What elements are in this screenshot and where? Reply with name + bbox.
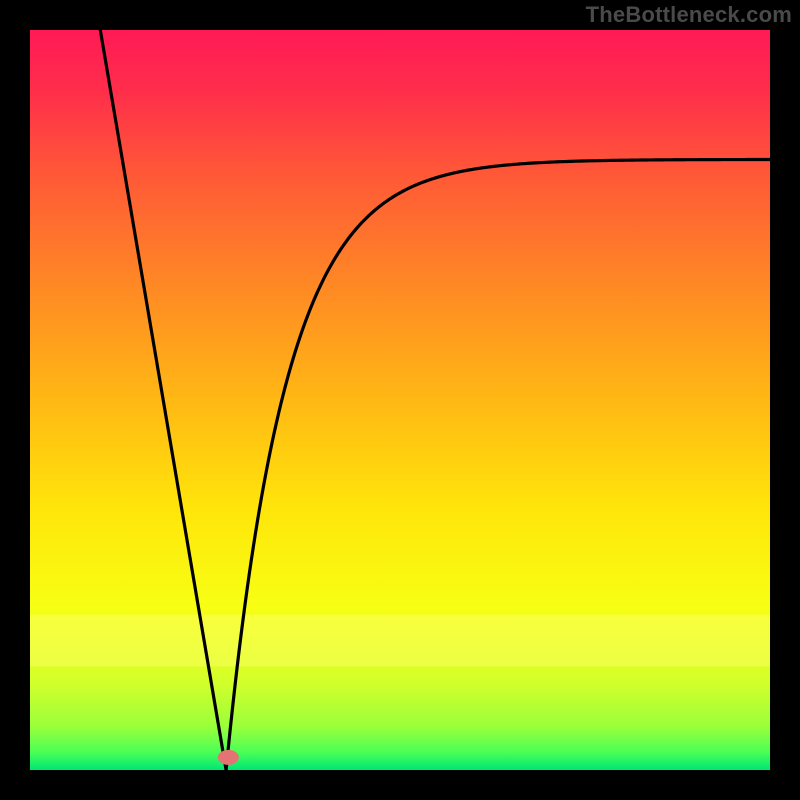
bottleneck-chart bbox=[0, 0, 800, 800]
vertex-marker bbox=[218, 750, 238, 764]
accent-stripe bbox=[30, 615, 770, 667]
chart-container: TheBottleneck.com bbox=[0, 0, 800, 800]
watermark-text: TheBottleneck.com bbox=[586, 2, 792, 28]
